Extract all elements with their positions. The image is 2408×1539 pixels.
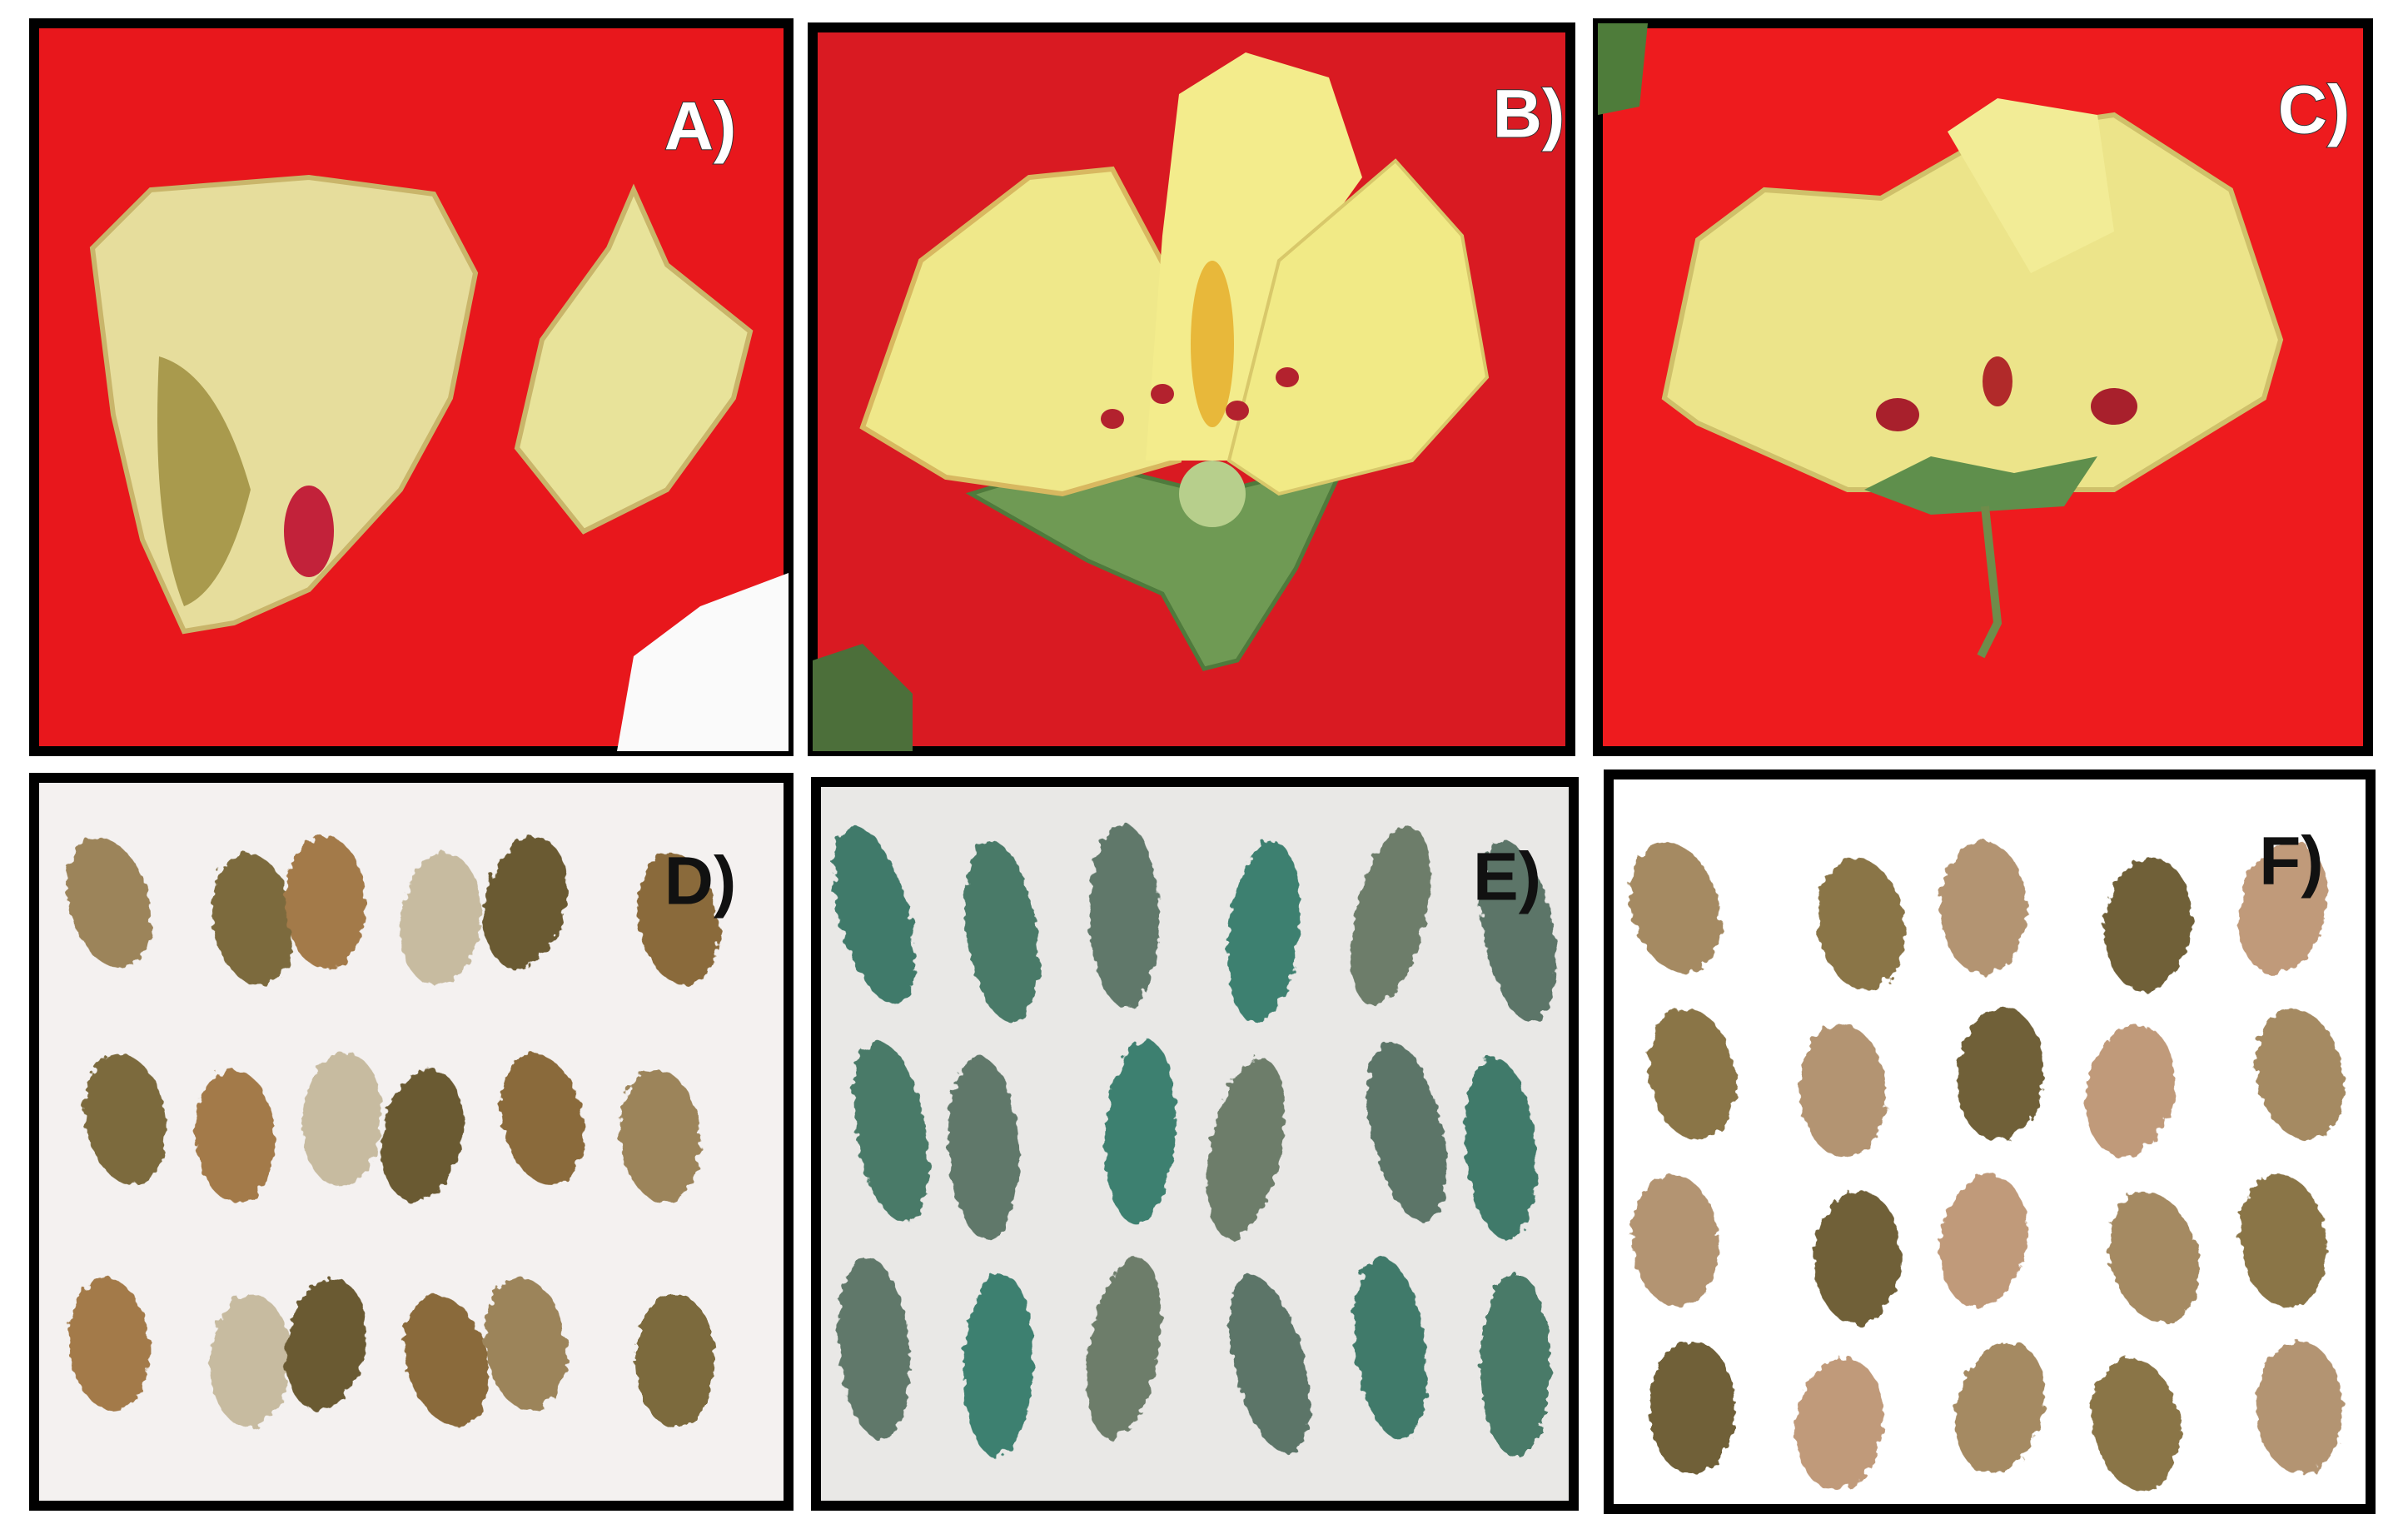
- seed: [838, 1257, 910, 1440]
- petal-spot: [2091, 388, 2137, 425]
- seed: [635, 1294, 715, 1427]
- petal-spot: [1276, 367, 1299, 387]
- seed: [1799, 1024, 1887, 1158]
- seed: [1206, 1058, 1285, 1238]
- seed: [68, 1278, 150, 1411]
- seed: [619, 1069, 701, 1203]
- seed: [1939, 1174, 2027, 1307]
- seed: [1629, 842, 1721, 974]
- seed: [284, 1278, 367, 1411]
- stem: [1977, 506, 2003, 659]
- seed: [211, 853, 294, 986]
- petal: [1226, 158, 1490, 496]
- seed: [1227, 840, 1301, 1024]
- seed: [2092, 1357, 2180, 1491]
- flower-base: [1179, 461, 1246, 527]
- seed: [1647, 1008, 1737, 1141]
- seed: [2238, 842, 2328, 974]
- panel: D): [29, 773, 794, 1511]
- seed: [1956, 1008, 2044, 1141]
- seed: [1796, 1357, 1884, 1491]
- petal: [514, 183, 754, 535]
- panel: F): [1604, 770, 2376, 1514]
- seed: [1649, 1341, 1735, 1474]
- leaf: [813, 644, 913, 751]
- cotton: [617, 573, 789, 751]
- petal-center: [157, 356, 251, 606]
- seed: [1105, 1040, 1177, 1223]
- seed: [637, 853, 719, 985]
- seed: [84, 1053, 167, 1186]
- seed: [963, 1273, 1034, 1457]
- seed: [67, 837, 152, 969]
- panel-label: D): [664, 844, 737, 919]
- seed: [1631, 1174, 1719, 1307]
- seed: [285, 836, 366, 969]
- panel-label: C): [2278, 72, 2351, 148]
- seed: [2108, 1191, 2199, 1323]
- sepal: [965, 457, 1350, 671]
- seed: [1464, 1057, 1536, 1240]
- panel-label: B): [1493, 77, 1565, 152]
- seed: [2255, 1009, 2345, 1140]
- seed: [210, 1294, 291, 1427]
- seed: [853, 1041, 929, 1223]
- seed: [483, 837, 568, 969]
- seed: [381, 1069, 464, 1202]
- seed: [500, 1053, 584, 1185]
- panel: A): [29, 18, 794, 756]
- petal-spot: [1101, 409, 1124, 429]
- seed: [404, 1294, 489, 1426]
- seed: [1480, 1273, 1550, 1457]
- seed: [1814, 1191, 1902, 1324]
- seed: [1229, 1275, 1311, 1454]
- seed: [400, 853, 481, 986]
- seed: [1088, 824, 1160, 1007]
- seed: [1817, 858, 1905, 991]
- seed: [964, 840, 1039, 1023]
- panel-background: [811, 777, 1579, 1511]
- petal-spot: [1983, 356, 2012, 406]
- panel-label: A): [664, 89, 737, 165]
- panel-label: F): [2259, 824, 2323, 899]
- seed: [948, 1057, 1019, 1240]
- leaf: [1598, 23, 1648, 115]
- petal-spot: [1151, 384, 1174, 404]
- seed: [1367, 1042, 1447, 1222]
- seed: [485, 1278, 566, 1411]
- seed: [1087, 1258, 1162, 1439]
- seed: [1354, 1257, 1427, 1440]
- seed: [194, 1069, 276, 1203]
- seed: [1351, 825, 1430, 1005]
- panel: B): [808, 22, 1575, 756]
- sepal: [1864, 456, 2097, 515]
- seed: [833, 826, 916, 1004]
- seed: [1954, 1342, 2046, 1473]
- seed: [301, 1053, 383, 1186]
- petal-spot: [1876, 398, 1919, 431]
- seed: [2239, 1174, 2327, 1307]
- seed: [2104, 858, 2192, 991]
- panel: C): [1593, 18, 2373, 756]
- petal-spot: [284, 486, 334, 577]
- panel-label: E): [1473, 839, 1541, 915]
- stamen-column: [1191, 261, 1234, 427]
- petal-spot: [1226, 401, 1249, 421]
- panel: E): [811, 777, 1579, 1511]
- petal: [1948, 98, 2114, 273]
- seed: [2085, 1024, 2175, 1157]
- seed: [1939, 841, 2027, 974]
- seed: [2256, 1341, 2344, 1474]
- seed: [1480, 841, 1557, 1023]
